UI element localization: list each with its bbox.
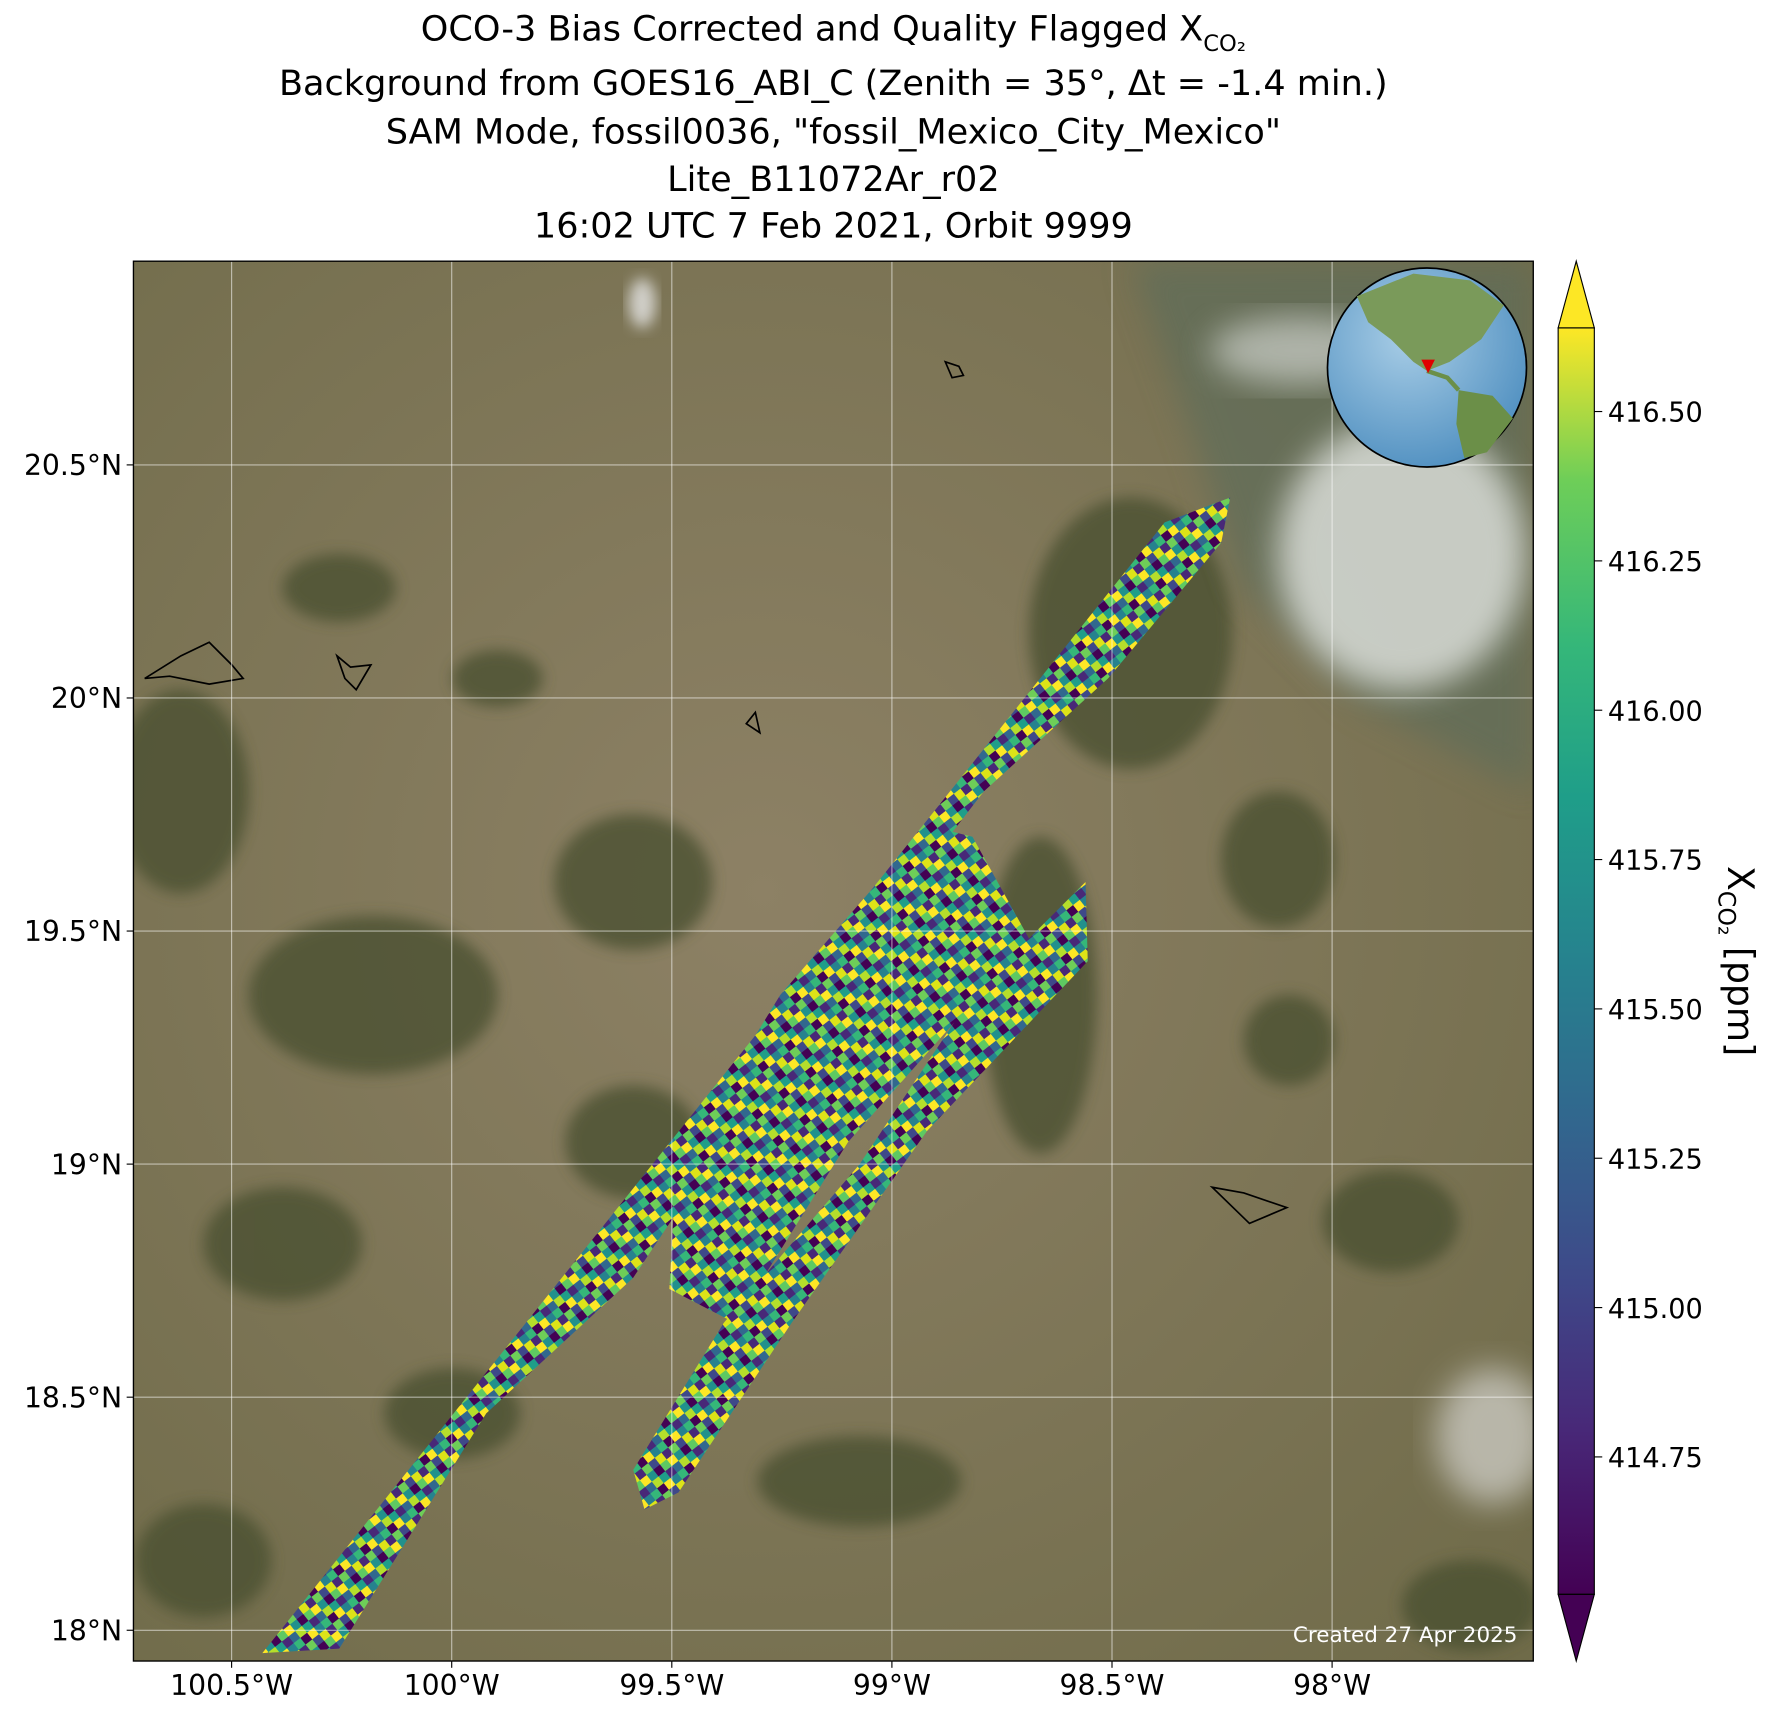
title-main: OCO-3 Bias Corrected and Quality Flagged… xyxy=(421,9,1203,50)
y-tick-label: 20°N xyxy=(51,682,122,715)
ticks-grid xyxy=(133,261,1534,1662)
globe-inset xyxy=(1326,267,1528,468)
colorbar-tick-label: 414.75 xyxy=(1608,1443,1703,1474)
x-tick-label: 98.5°W xyxy=(1060,1669,1165,1702)
colorbar-tick-label: 415.75 xyxy=(1608,846,1703,877)
map-area: Created 27 Apr 2025 xyxy=(133,261,1534,1662)
xco2-swath xyxy=(262,497,1231,1654)
colorbar-tick-label: 415.00 xyxy=(1608,1294,1703,1325)
colorbar-extend-max xyxy=(1557,259,1596,329)
subtitle: SAM Mode, fossil0036, "fossil_Mexico_Cit… xyxy=(386,112,1281,153)
boundaries xyxy=(144,360,1290,1225)
created-annotation: Created 27 Apr 2025 xyxy=(1293,1623,1518,1648)
x-tick-label: 100°W xyxy=(404,1669,500,1702)
subtitle: Background from GOES16_ABI_C (Zenith = 3… xyxy=(279,63,1388,104)
y-tick-label: 19.5°N xyxy=(24,915,122,948)
subtitle: 16:02 UTC 7 Feb 2021, Orbit 9999 xyxy=(534,205,1133,246)
colorbar-tick-label: 416.50 xyxy=(1608,398,1703,429)
colorbar-tick-label: 415.50 xyxy=(1608,995,1703,1026)
colorbar-extend-min xyxy=(1557,1593,1596,1664)
subtitle: Lite_B11072Ar_r02 xyxy=(667,159,1000,200)
colorbar-label-unit: [ppm] xyxy=(1719,947,1762,1056)
colorbar-tick-label: 416.00 xyxy=(1608,696,1703,727)
title-subscript: CO₂ xyxy=(1203,31,1246,57)
colorbar-label-main: X xyxy=(1719,866,1762,891)
plot-frame xyxy=(132,260,1534,1662)
x-tick-label: 99°W xyxy=(853,1669,931,1702)
y-tick-label: 18°N xyxy=(51,1614,122,1647)
colorbar-body xyxy=(1558,327,1595,1595)
x-tick-label: 98°W xyxy=(1293,1669,1371,1702)
y-tick-label: 20.5°N xyxy=(24,449,122,482)
colorbar-label-subscript: CO₂ xyxy=(1713,891,1741,936)
y-tick-label: 18.5°N xyxy=(24,1381,122,1414)
colorbar-tick-label: 416.25 xyxy=(1608,547,1703,578)
colorbar xyxy=(1557,259,1596,1664)
x-tick-label: 100.5°W xyxy=(170,1669,293,1702)
colorbar-outline xyxy=(1557,327,1595,1595)
colorbar-label: XCO₂ [ppm] xyxy=(1713,866,1762,1056)
y-tick-label: 19°N xyxy=(51,1148,122,1181)
x-tick-label: 99.5°W xyxy=(619,1669,724,1702)
title: OCO-3 Bias Corrected and Quality Flagged… xyxy=(421,9,1246,57)
colorbar-tick-label: 415.25 xyxy=(1608,1144,1703,1175)
